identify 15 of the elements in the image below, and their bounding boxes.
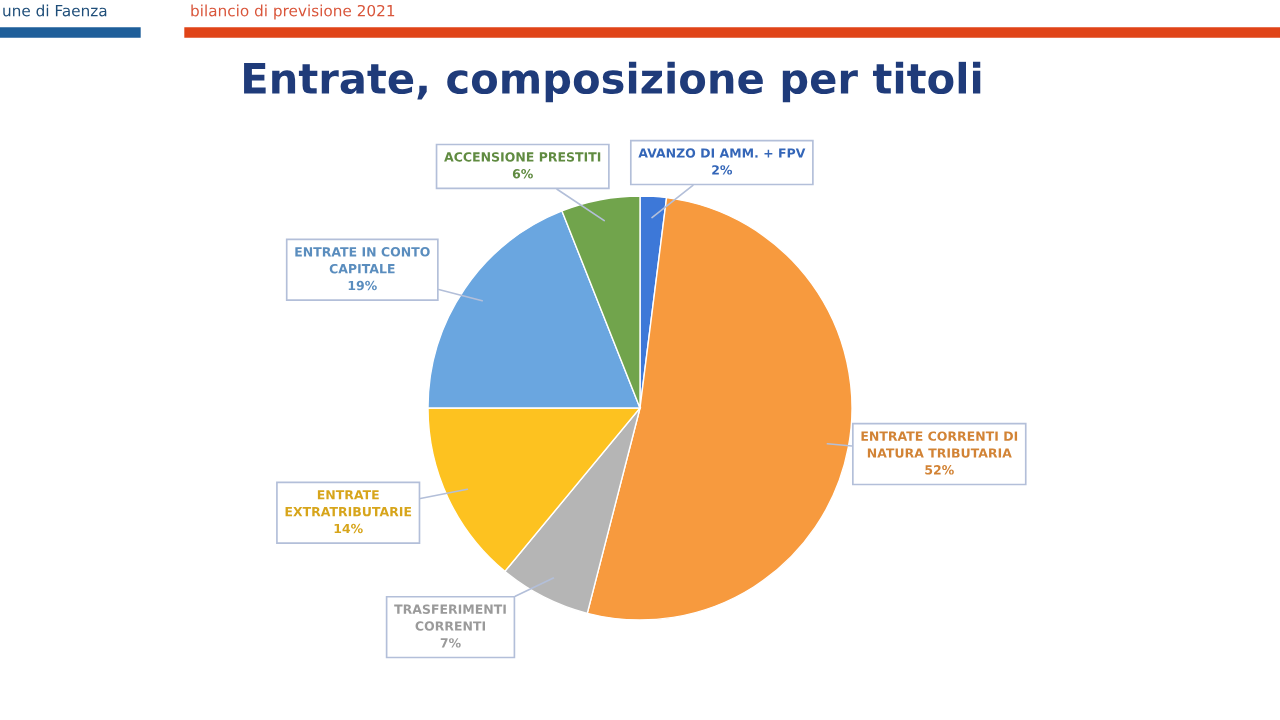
slice-label: ACCENSIONE PRESTITI bbox=[444, 152, 601, 162]
data-label: 14% bbox=[334, 523, 363, 534]
slice-label: AVANZO DI AMM. + FPV bbox=[638, 148, 806, 158]
data-label: 7% bbox=[440, 638, 461, 648]
data-label: 52% bbox=[925, 465, 954, 475]
slice-label: ENTRATE CORRENTI DI NATURA TRIBUTARIA bbox=[861, 431, 1018, 458]
chart-title: Entrate, composizione per titoli bbox=[244, 61, 981, 103]
slice-label: TRASFERIMENTI CORRENTI bbox=[394, 604, 506, 631]
text: bilancio di previsione 2021 bbox=[191, 4, 395, 20]
slice-label: ENTRATE IN CONTO CAPITALE bbox=[295, 247, 430, 274]
slice-label: ENTRATE EXTRATRIBUTARIE bbox=[285, 490, 412, 517]
text: une di Faenza bbox=[3, 4, 107, 17]
data-label: 6% bbox=[512, 169, 533, 179]
data-label: 2% bbox=[712, 165, 733, 175]
data-label: 19% bbox=[348, 280, 377, 291]
